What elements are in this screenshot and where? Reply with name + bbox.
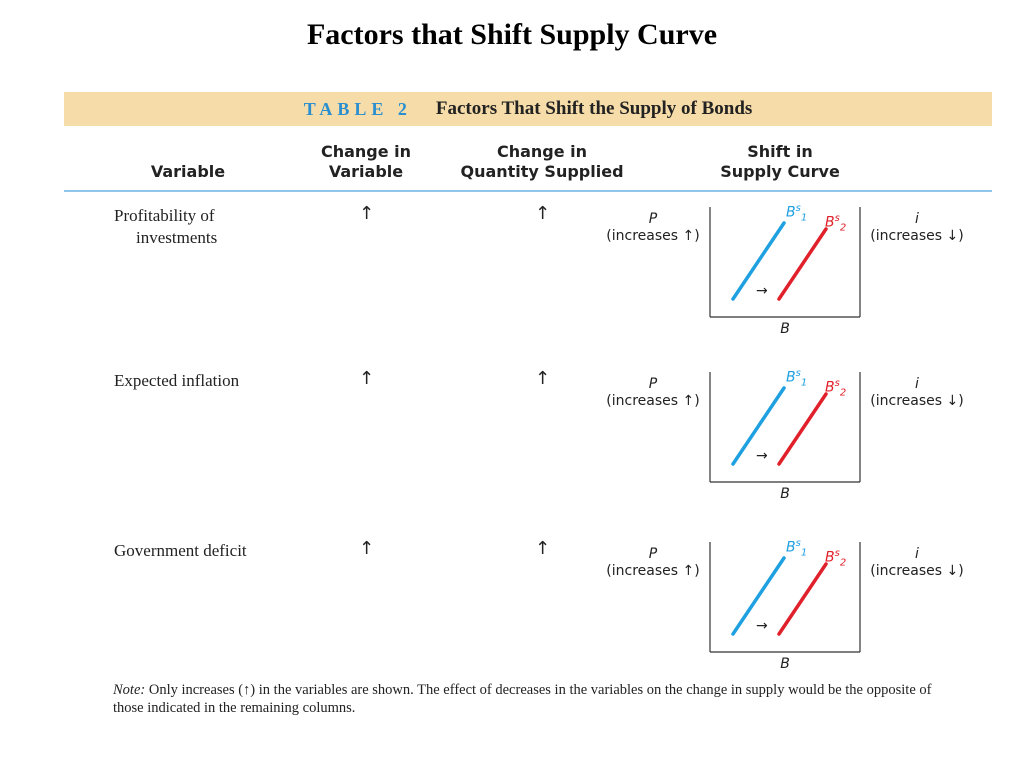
supply-shift-diagram: P (increases ↑) i (increases ↓) B Bs1 Bs2 → (600, 203, 980, 347)
supply-curve-2-label: Bs2 (825, 213, 846, 233)
shift-right-arrow: → (756, 448, 768, 464)
table-banner: TABLE 2 Factors That Shift the Supply of… (64, 92, 992, 126)
row-variable-line1: Profitability of (114, 206, 215, 225)
curve-2-sub: 2 (839, 557, 847, 569)
price-axis-label: P (increases ↑) (600, 546, 706, 580)
header-rule (64, 190, 992, 192)
curve-2-symbol: B (825, 214, 835, 231)
quantity-axis-label: B (780, 321, 790, 337)
quantity-axis-label: B (780, 656, 790, 672)
supply-curve-2 (777, 392, 828, 466)
supply-curve-2 (777, 562, 828, 636)
change-in-quantity-up-arrow: ↑ (535, 368, 551, 389)
interest-rate-symbol: i (915, 376, 919, 392)
interest-rate-note: (increases ↓) (870, 393, 964, 409)
header-variable-text: Variable (150, 162, 226, 181)
table-note: Note: Only increases (↑) in the variable… (113, 681, 933, 717)
row-variable-line1: Government deficit (114, 541, 247, 560)
price-axis-label: P (increases ↑) (600, 376, 706, 410)
note-lead: Note: (113, 682, 146, 698)
price-axis-symbol: P (648, 376, 658, 392)
supply-diagram-graphic (709, 372, 861, 483)
curve-1-sup: s (795, 368, 801, 379)
supply-diagram-graphic (709, 542, 861, 653)
curve-2-sup: s (834, 213, 840, 224)
note-text: Only increases (↑) in the variables are … (113, 682, 932, 716)
row-variable-label: Government deficit (114, 540, 247, 562)
supply-curve-1-label: Bs1 (786, 538, 807, 558)
supply-curve-1-label: Bs1 (786, 203, 807, 223)
header-change-in-variable: Change in Variable (300, 142, 432, 182)
curve-1-sub: 1 (800, 547, 808, 559)
price-axis-symbol: P (648, 546, 658, 562)
header-change-qty-line1: Change in (496, 142, 588, 161)
shift-right-arrow: → (756, 283, 768, 299)
curve-2-sup: s (834, 378, 840, 389)
slide-title: Factors that Shift Supply Curve (306, 18, 718, 51)
change-in-variable-up-arrow: ↑ (359, 368, 375, 389)
interest-rate-symbol: i (915, 546, 919, 562)
header-change-var-line2: Variable (328, 162, 404, 181)
interest-rate-label: i (increases ↓) (862, 211, 972, 245)
interest-rate-label: i (increases ↓) (862, 376, 972, 410)
interest-rate-symbol: i (915, 211, 919, 227)
curve-2-symbol: B (825, 379, 835, 396)
interest-rate-label: i (increases ↓) (862, 546, 972, 580)
curve-2-sub: 2 (839, 222, 847, 234)
supply-curve-2 (777, 227, 828, 301)
change-in-quantity-up-arrow: ↑ (535, 203, 551, 224)
shift-right-arrow: → (756, 618, 768, 634)
supply-shift-diagram: P (increases ↑) i (increases ↓) B Bs1 Bs2 → (600, 368, 980, 512)
supply-shift-diagram: P (increases ↑) i (increases ↓) B Bs1 Bs2 → (600, 538, 980, 682)
curve-2-sub: 2 (839, 387, 847, 399)
row-variable-line2: investments (136, 228, 218, 247)
curve-1-symbol: B (786, 204, 796, 221)
change-in-variable-up-arrow: ↑ (359, 203, 375, 224)
interest-rate-note: (increases ↓) (870, 563, 964, 579)
curve-1-sub: 1 (800, 212, 808, 224)
supply-curve-1 (731, 556, 786, 636)
header-change-var-line1: Change in (320, 142, 412, 161)
price-axis-note: (increases ↑) (606, 228, 700, 244)
header-change-qty-line2: Quantity Supplied (460, 162, 624, 181)
supply-curve-2-label: Bs2 (825, 378, 846, 398)
row-variable-label: Profitability of investments (114, 205, 217, 249)
table-number: TABLE 2 (303, 98, 412, 119)
curve-1-sub: 1 (800, 377, 808, 389)
curve-2-symbol: B (825, 549, 835, 566)
table-caption: Factors That Shift the Supply of Bonds (435, 98, 753, 119)
supply-curve-1 (731, 221, 786, 301)
header-shift-line1: Shift in (747, 142, 813, 161)
header-shift-in-supply: Shift in Supply Curve (700, 142, 860, 182)
quantity-axis-label: B (780, 486, 790, 502)
change-in-quantity-up-arrow: ↑ (535, 538, 551, 559)
supply-curve-1 (731, 386, 786, 466)
interest-rate-note: (increases ↓) (870, 228, 964, 244)
curve-2-sup: s (834, 548, 840, 559)
row-variable-line1: Expected inflation (114, 371, 240, 390)
price-axis-note: (increases ↑) (606, 393, 700, 409)
price-axis-note: (increases ↑) (606, 563, 700, 579)
change-in-variable-up-arrow: ↑ (359, 538, 375, 559)
header-variable: Variable (138, 162, 238, 182)
header-shift-line2: Supply Curve (720, 162, 840, 181)
supply-curve-1-label: Bs1 (786, 368, 807, 388)
curve-1-sup: s (795, 203, 801, 214)
header-change-in-quantity: Change in Quantity Supplied (440, 142, 644, 182)
row-variable-label: Expected inflation (114, 370, 239, 392)
curve-1-sup: s (795, 538, 801, 549)
curve-1-symbol: B (786, 369, 796, 386)
price-axis-label: P (increases ↑) (600, 211, 706, 245)
supply-curve-2-label: Bs2 (825, 548, 846, 568)
supply-diagram-graphic (709, 207, 861, 318)
curve-1-symbol: B (786, 539, 796, 556)
price-axis-symbol: P (648, 211, 658, 227)
